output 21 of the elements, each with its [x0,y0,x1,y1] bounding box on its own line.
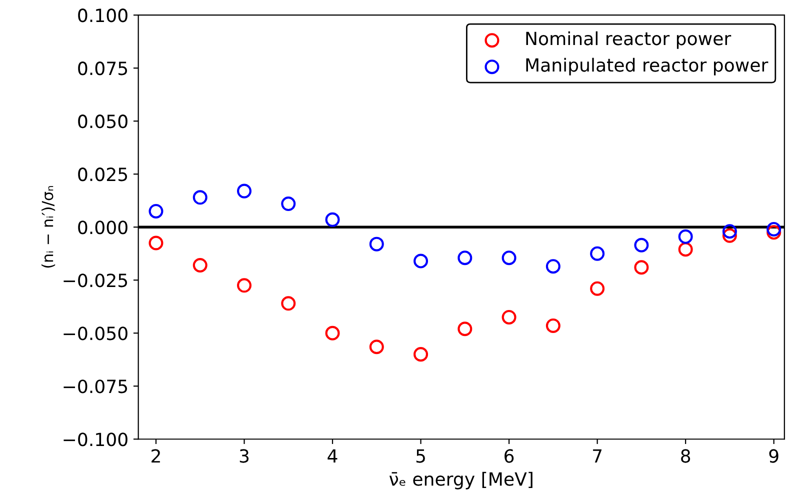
y-tick-label: −0.075 [64,380,128,394]
y-tick-label: 0.025 [78,168,128,182]
y-tick-label: −0.025 [64,274,128,288]
x-tick-label: 7 [593,449,602,463]
x-axis-title: ν̄ₑ energy [MeV] [389,472,532,490]
y-tick-label: −0.050 [64,326,128,340]
y-tick-label: 0.000 [78,220,128,234]
legend-label: Nominal reactor power [526,31,732,49]
x-tick-label: 3 [240,449,249,463]
x-tick-label: 2 [152,449,160,463]
y-tick-label: 0.100 [78,8,128,22]
y-tick-label: 0.075 [78,62,128,76]
y-tick-label: −0.100 [64,432,128,446]
x-tick-label: 5 [416,449,425,463]
x-tick-label: 8 [681,449,690,463]
legend-label: Manipulated reactor power [526,58,768,76]
y-tick-label: 0.050 [78,114,128,128]
x-tick-label: 4 [328,449,338,463]
x-tick-label: 6 [504,449,514,463]
y-axis-title: (nᵢ − nᵢ′)/σₙ [41,186,56,268]
x-tick-label: 9 [769,449,778,463]
